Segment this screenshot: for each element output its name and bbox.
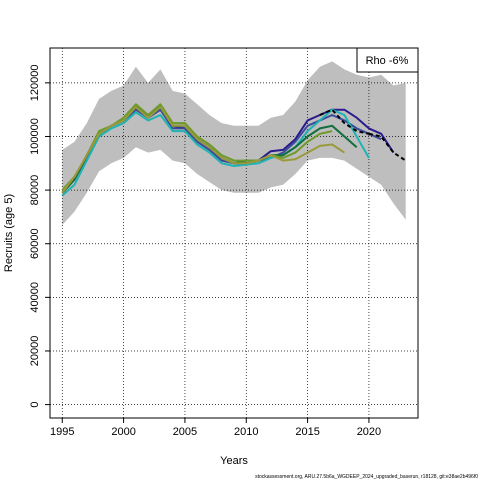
y-tick-label: 0 xyxy=(29,402,41,408)
legend-rho-text: Rho -6% xyxy=(366,55,409,67)
series-line-dashed xyxy=(368,132,407,162)
x-tick-label: 2015 xyxy=(295,426,319,438)
y-tick-label: 120000 xyxy=(29,64,41,101)
x-tick-label: 1995 xyxy=(50,426,74,438)
y-axis-title: Recruits (age 5) xyxy=(3,194,15,272)
x-tick-label: 2020 xyxy=(357,426,381,438)
y-tick-label: 40000 xyxy=(29,282,41,313)
x-tick-label: 2000 xyxy=(111,426,135,438)
x-tick-label: 2005 xyxy=(173,426,197,438)
confidence-band xyxy=(62,61,406,226)
series-line xyxy=(61,108,370,197)
y-tick-label: 20000 xyxy=(29,336,41,367)
confidence-band-area xyxy=(62,61,406,226)
series-lines xyxy=(61,103,407,197)
y-tick-label: 60000 xyxy=(29,228,41,259)
axes: 1995 2000 2005 2010 2015 2020 0 20000 40000 60000… xyxy=(29,64,381,438)
footer-source: stockassessment.org, ARU.27.5b6a_WGDEEP_… xyxy=(255,474,478,480)
y-tick-label: 80000 xyxy=(29,175,41,206)
x-axis-title: Years xyxy=(220,455,248,467)
legend-box xyxy=(356,47,419,73)
legend: Rho -6% xyxy=(356,47,419,73)
x-tick-label: 2010 xyxy=(234,426,258,438)
series-line-dashed xyxy=(319,108,370,135)
plot-frame xyxy=(49,47,419,419)
y-tick-label: 100000 xyxy=(29,118,41,155)
series-line xyxy=(61,106,345,194)
